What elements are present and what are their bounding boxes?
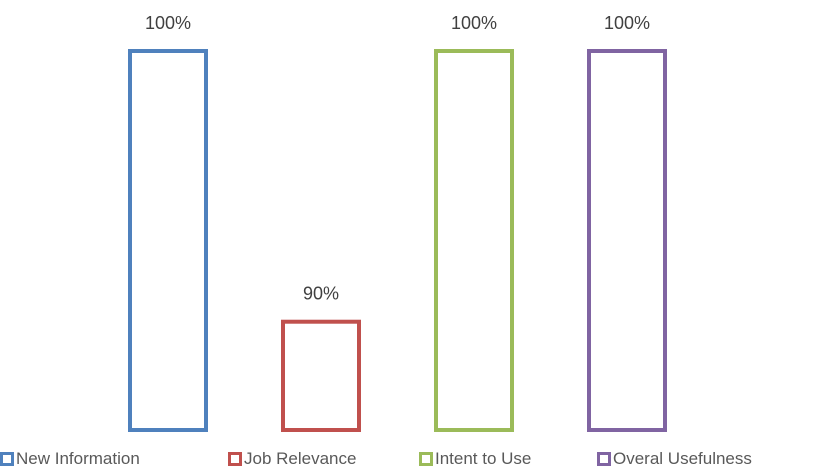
data-label-intent-to-use: 100% <box>451 13 497 33</box>
legend-item-overal-usefulness: Overal Usefulness <box>597 449 752 469</box>
legend-swatch-overal-usefulness <box>597 452 611 466</box>
legend-item-job-relevance: Job Relevance <box>228 449 356 469</box>
legend-label-overal-usefulness: Overal Usefulness <box>613 449 752 468</box>
legend-item-new-information: New Information <box>0 449 140 469</box>
bar-job-relevance <box>281 319 361 433</box>
bar-new-information <box>128 49 208 432</box>
bar-chart: 100% 90% 100% 100% <box>128 13 667 433</box>
chart-legend: New Information Job Relevance Intent to … <box>0 449 834 473</box>
bar-overal-usefulness <box>587 49 667 432</box>
legend-swatch-new-information <box>0 452 14 466</box>
data-label-new-information: 100% <box>145 13 191 33</box>
legend-item-intent-to-use: Intent to Use <box>419 449 531 469</box>
bar-intent-to-use <box>434 49 514 432</box>
legend-label-new-information: New Information <box>16 449 140 468</box>
data-label-job-relevance: 90% <box>303 284 339 304</box>
legend-label-job-relevance: Job Relevance <box>244 449 357 468</box>
legend-swatch-job-relevance <box>228 452 242 466</box>
legend-swatch-intent-to-use <box>419 452 433 466</box>
data-label-overal-usefulness: 100% <box>604 13 650 33</box>
legend-label-intent-to-use: Intent to Use <box>435 449 532 468</box>
